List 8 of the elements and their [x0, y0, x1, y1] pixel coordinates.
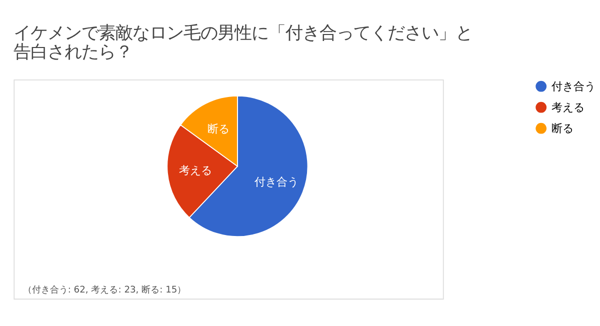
slice-label: 断る: [207, 122, 230, 136]
legend-label: 断る: [552, 122, 574, 136]
legend-label: 考える: [552, 101, 585, 114]
text: （付き合う: 62, 考える: 23, 断る: 15）: [22, 284, 186, 296]
slice-label: 付き合う: [254, 175, 299, 188]
chart-title: イケメンで素敵なロン毛の男性に「付き合ってください」と告白されたら？: [14, 23, 473, 63]
legend-label: 付き合う: [552, 80, 596, 94]
slice-label: 考える: [178, 164, 212, 177]
